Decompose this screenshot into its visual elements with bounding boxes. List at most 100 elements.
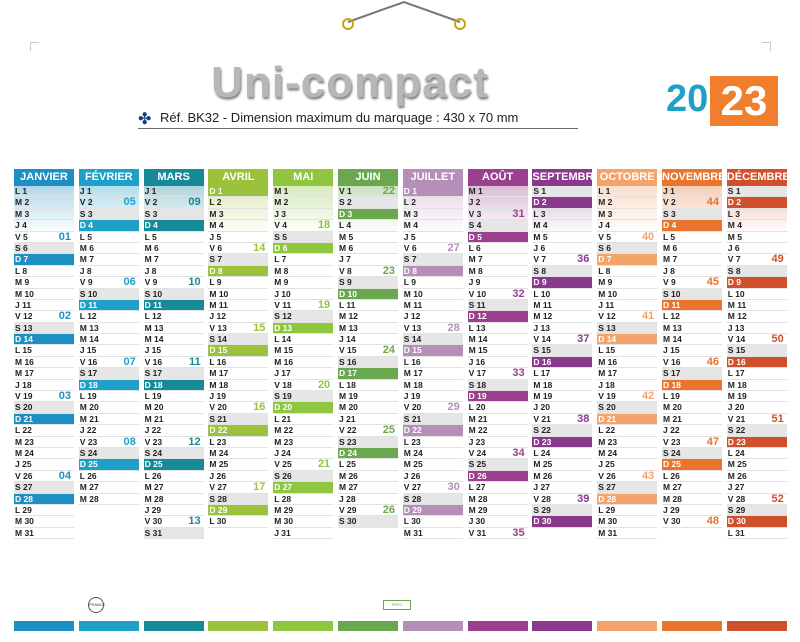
- day-row: L 5: [662, 232, 722, 243]
- day-row: L 5: [143, 232, 204, 243]
- month-footer-band: [143, 621, 204, 631]
- day-label: M 11: [533, 299, 552, 310]
- day-label: J 12: [403, 311, 421, 322]
- day-row: L 1: [14, 186, 74, 198]
- day-label: D 29: [209, 504, 228, 515]
- day-label: L 12: [79, 311, 97, 322]
- day-label: M 30: [598, 516, 618, 527]
- day-row: D 8: [208, 265, 269, 278]
- day-label: D 11: [663, 299, 681, 310]
- day-label: M 5: [727, 231, 742, 242]
- day-row: L 8: [14, 266, 74, 278]
- day-row: V 11 19: [273, 299, 334, 312]
- day-row: J 18: [597, 380, 658, 392]
- day-row: D 4: [143, 220, 204, 232]
- day-row: L 30: [208, 516, 269, 528]
- day-row: J 8: [78, 266, 139, 278]
- day-label: V 24: [468, 447, 487, 458]
- day-label: S 1: [727, 186, 741, 196]
- week-number: 16: [253, 401, 266, 414]
- day-row: V 30 48: [662, 516, 722, 528]
- day-label: M 26: [339, 470, 358, 481]
- day-row: S 29: [532, 504, 593, 517]
- day-label: M 29: [274, 504, 294, 515]
- day-label: D 15: [403, 345, 422, 356]
- day-label: M 6: [339, 242, 354, 253]
- day-row: L 12: [143, 311, 204, 323]
- day-row: L 12: [78, 311, 139, 323]
- day-row: M 27: [662, 482, 722, 494]
- calendar-title: Uni-compact: [211, 58, 489, 107]
- day-label: M 12: [727, 311, 747, 322]
- day-row: J 5: [208, 232, 269, 243]
- day-label: L 5: [663, 231, 676, 242]
- month-header-fade: [273, 186, 334, 234]
- day-label: M 25: [727, 459, 747, 470]
- day-row: V 25 21: [273, 459, 334, 471]
- week-number: 05: [123, 196, 136, 209]
- day-row: L 24: [726, 448, 787, 460]
- day-row: M 2: [14, 197, 74, 209]
- day-row: L 16: [402, 357, 463, 369]
- day-label: M 21: [79, 413, 99, 424]
- day-label: J 12: [209, 311, 226, 322]
- day-row: M 5: [338, 232, 398, 243]
- day-row: M 13: [78, 323, 139, 335]
- week-number: 50: [771, 333, 784, 346]
- day-row: M 17: [208, 368, 269, 380]
- day-label: V 26: [15, 470, 33, 481]
- day-row: S 7: [402, 254, 463, 266]
- day-label: V 21: [533, 413, 551, 424]
- day-label: S 22: [727, 425, 746, 436]
- month-name: SEPTEMBRE: [532, 169, 593, 186]
- day-label: M 28: [144, 493, 164, 504]
- day-label: M 1: [468, 186, 483, 196]
- day-label: M 14: [144, 334, 164, 345]
- day-label: V 2: [144, 197, 158, 208]
- day-label: V 18: [274, 379, 292, 390]
- day-row: V 18 20: [273, 379, 334, 392]
- day-label: L 11: [339, 299, 356, 310]
- day-row: M 29: [273, 504, 334, 517]
- day-row: V 15 24: [338, 345, 398, 357]
- day-row: M 7: [78, 254, 139, 266]
- week-number: 17: [253, 481, 266, 494]
- day-row: M 21: [662, 414, 722, 426]
- day-label: J 20: [533, 402, 550, 413]
- day-label: V 10: [468, 288, 487, 299]
- day-row: M 24: [14, 448, 74, 460]
- day-label: J 31: [274, 527, 291, 538]
- day-row: S 8: [726, 265, 787, 278]
- week-number: 33: [512, 367, 525, 380]
- day-row: M 25: [208, 459, 269, 471]
- day-label: V 4: [274, 220, 287, 231]
- day-row: S 17: [143, 368, 204, 380]
- day-label: D 4: [663, 220, 677, 231]
- day-row: L 18: [338, 380, 398, 392]
- day-label: M 18: [403, 379, 423, 390]
- day-row: V 30 13: [143, 516, 204, 528]
- day-row: V 13 15: [208, 322, 269, 335]
- reference-text: Réf. BK32 - Dimension maximum du marquag…: [160, 110, 519, 125]
- day-row: M 15: [467, 345, 528, 357]
- day-label: S 24: [663, 447, 681, 458]
- day-row: V 1 22: [338, 185, 398, 198]
- day-label: M 7: [144, 254, 159, 265]
- day-row: L 16: [208, 357, 269, 369]
- day-row: J 12: [402, 311, 463, 323]
- day-row: M 28: [78, 494, 139, 505]
- day-label: J 9: [468, 277, 481, 288]
- day-row: M 18: [726, 380, 787, 392]
- day-row: D 1: [208, 186, 269, 198]
- day-label: J 19: [403, 391, 421, 402]
- day-row: M 24: [402, 448, 463, 460]
- day-row: M 2: [273, 197, 334, 209]
- month-name: JUILLET: [402, 169, 463, 186]
- day-label: M 28: [663, 493, 682, 504]
- day-row: M 7: [662, 254, 722, 266]
- day-label: L 23: [403, 436, 421, 447]
- day-label: S 8: [727, 265, 741, 276]
- day-row: M 31: [402, 528, 463, 540]
